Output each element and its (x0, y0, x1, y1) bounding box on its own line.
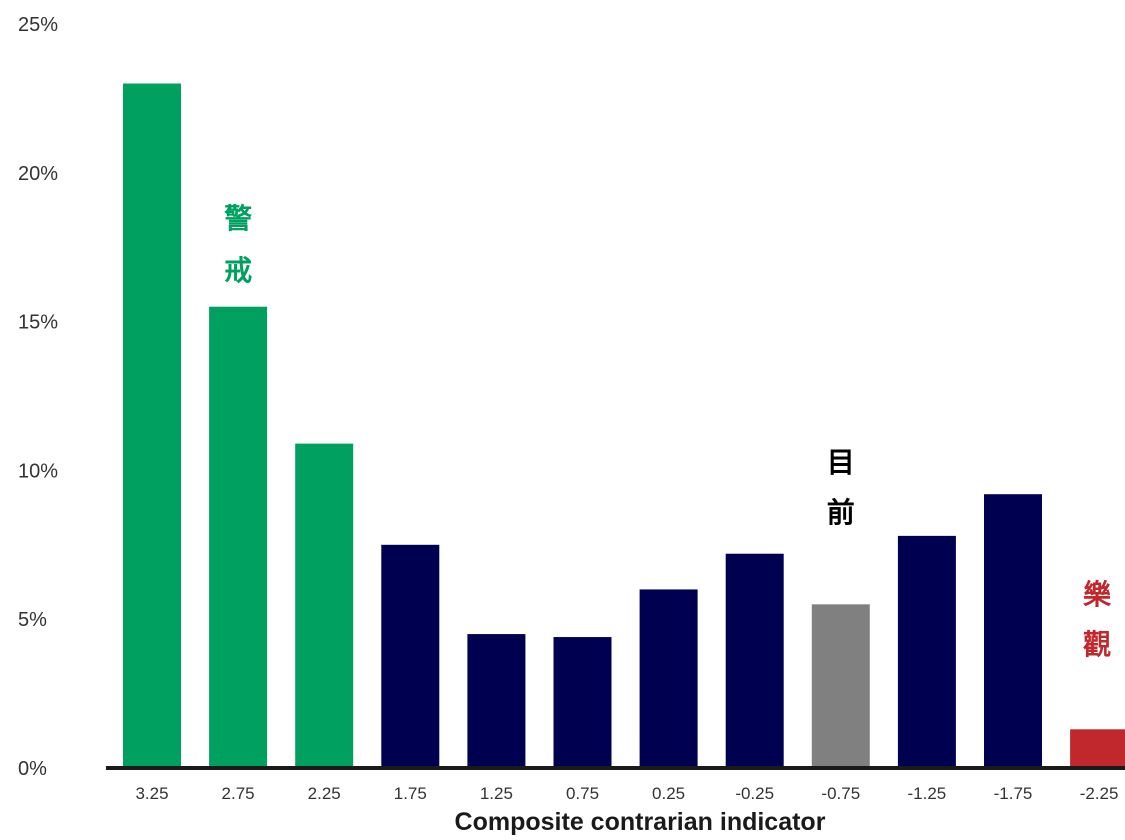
bar (553, 637, 612, 768)
x-tick-label: 2.75 (222, 784, 255, 803)
x-tick-label: -2.25 (1080, 784, 1119, 803)
x-axis-title: Composite contrarian indicator (455, 808, 826, 836)
x-tick-label: -0.25 (735, 784, 774, 803)
x-tick-label: 3.25 (135, 784, 168, 803)
y-tick-label: 0% (18, 758, 47, 780)
x-tick-label: -1.75 (994, 784, 1033, 803)
annotation-label: 警戒 (224, 202, 252, 287)
bar (381, 544, 440, 768)
x-tick-label: 1.75 (394, 784, 427, 803)
bar (897, 535, 956, 768)
y-tick-label: 10% (18, 460, 58, 482)
annotation-label: 目前 (827, 446, 855, 529)
bar (295, 443, 354, 768)
bar (123, 83, 181, 768)
x-ticks: 3.25 2.75 2.25 1.75 1.25 0.75 0.25 -0.25 -0.75 -1… (135, 784, 1118, 803)
y-tick-label: 25% (18, 14, 58, 36)
bar (725, 553, 784, 768)
x-tick-label: 0.75 (566, 784, 599, 803)
bar (639, 589, 698, 768)
bars (123, 83, 1125, 768)
x-tick-label: 2.25 (308, 784, 341, 803)
y-tick-label: 15% (18, 312, 58, 334)
y-axis: 0% 5% 10% 15% 20% 25% (18, 14, 58, 780)
x-tick-label: -0.75 (821, 784, 860, 803)
annotation-label: 樂觀 (1083, 578, 1112, 661)
bar (467, 634, 526, 768)
x-tick-label: 1.25 (480, 784, 513, 803)
y-tick-label: 20% (18, 163, 58, 185)
bar (811, 604, 870, 768)
bar (209, 306, 268, 768)
x-tick-label: 0.25 (652, 784, 685, 803)
bar (1070, 729, 1125, 768)
y-tick-label: 5% (18, 609, 47, 631)
x-tick-label: -1.25 (908, 784, 947, 803)
bar (984, 494, 1042, 768)
